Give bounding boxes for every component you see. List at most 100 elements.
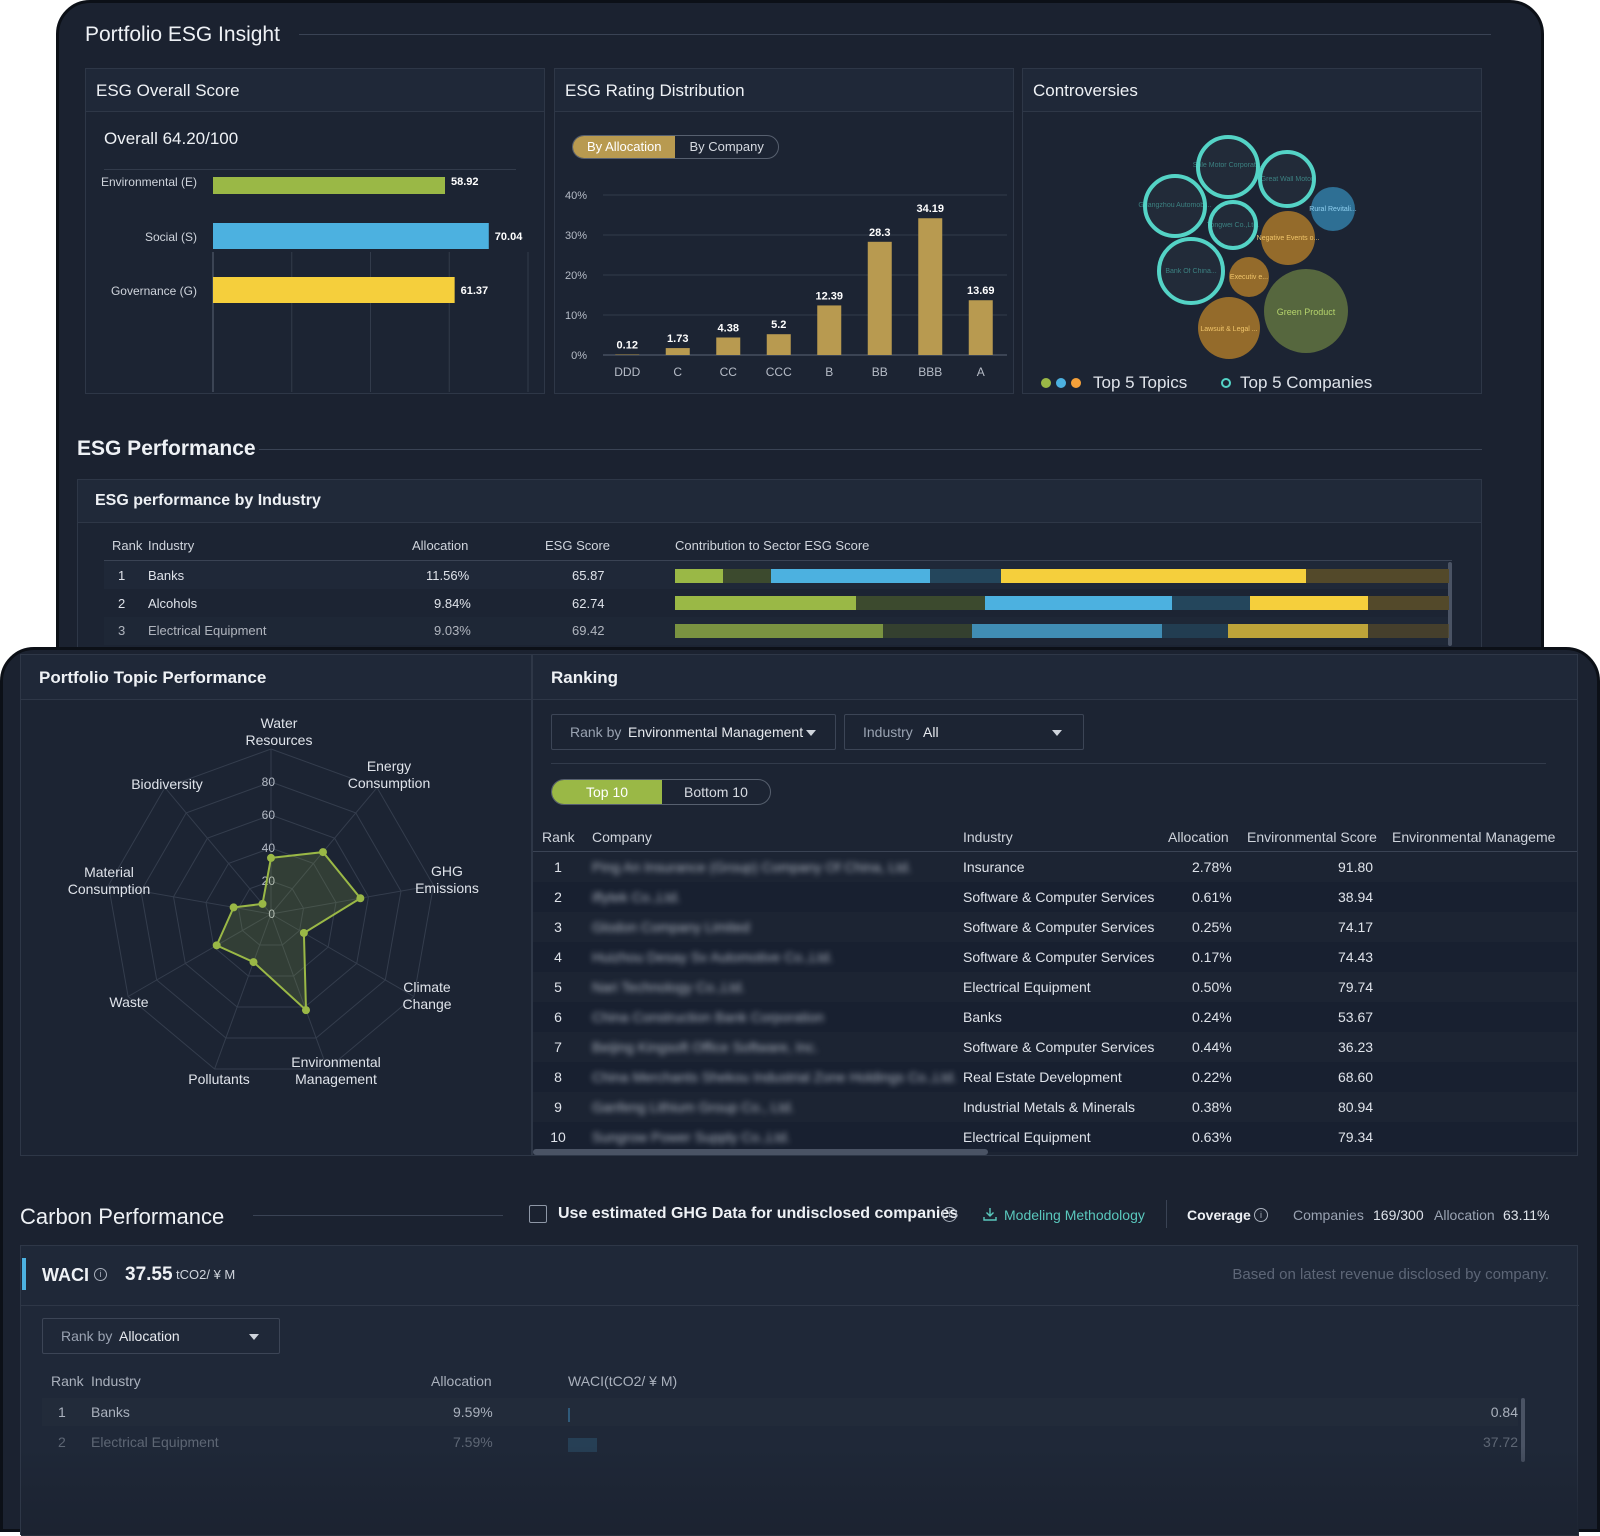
rank-by-select[interactable]: Rank by Environmental Management [551,714,836,750]
controversies-legend: Top 5 Topics Top 5 Companies [1041,373,1461,393]
bubble-company[interactable]: Bank Of China... [1159,239,1223,303]
modeling-methodology-link[interactable]: Modeling Methodology [1004,1207,1145,1223]
score-cell: 53.67 [1338,1009,1373,1025]
rating-bar[interactable] [767,334,791,355]
industry-select[interactable]: Industry All [844,714,1084,750]
radar-point[interactable] [302,1006,310,1014]
radar-point[interactable] [230,903,238,911]
svg-text:Lawsuit & Legal ...: Lawsuit & Legal ... [1200,326,1257,333]
topic-performance-panel: Portfolio Topic Performance 806040200Wat… [20,654,532,1156]
by-allocation-toggle[interactable]: By Allocation [573,136,675,158]
coverage-label: Coverage [1187,1207,1251,1223]
bubble-company[interactable]: Sale Motor Corporati... [1193,137,1263,197]
radar-point[interactable] [319,848,327,856]
rating-bar[interactable] [918,218,942,355]
by-company-toggle[interactable]: By Company [675,136,777,158]
controversies-bubble-chart: Sale Motor Corporati... Great Wall Motor… [1023,113,1483,363]
radar-point[interactable] [213,941,221,949]
bubble-topic[interactable]: Rural Revitali... [1309,187,1357,231]
radar-point[interactable] [250,958,258,966]
company-name: iflytek Co.,Ltd. [592,889,681,905]
score-cell: 79.74 [1338,979,1373,995]
rating-bar[interactable] [868,242,892,355]
controversies-title: Controversies [1033,81,1138,101]
radar-point[interactable] [300,929,308,937]
top-10-toggle[interactable]: Top 10 [552,780,662,804]
bubble-company[interactable]: Guangzhou Automobi... [1138,176,1211,236]
waci-note: Based on latest revenue disclosed by com… [1232,1266,1549,1283]
table-row[interactable]: 1 Banks 9.59% 0.84 [42,1398,1518,1426]
allocation-cell: 0.22% [1192,1069,1232,1085]
bubble-company[interactable]: Great Wall Motor [1260,152,1314,206]
chevron-down-icon [1052,730,1062,736]
info-icon[interactable]: i [942,1207,957,1222]
contribution-bar [675,596,1449,610]
rating-bar[interactable] [969,300,993,355]
x-tick-label: B [825,365,833,379]
x-tick-label: DDD [614,365,640,379]
allocation-cell: 0.61% [1192,889,1232,905]
waci-rank-by-select[interactable]: Rank by Allocation [42,1318,280,1354]
y-tick-label: 10% [565,310,587,322]
ranking-panel: Ranking Rank by Environmental Management… [532,654,1578,1156]
bubble-topic[interactable]: Executiv e... [1229,257,1269,297]
rating-bar[interactable] [716,337,740,355]
info-icon[interactable]: i [94,1268,107,1281]
contribution-bar [675,624,1449,638]
company-name: China Construction Bank Corporation [592,1009,824,1025]
svg-text:Great Wall Motor: Great Wall Motor [1261,176,1314,183]
bubble-topic[interactable]: Lawsuit & Legal ... [1198,297,1260,359]
radial-tick-label: 60 [262,808,276,822]
score-cell: 68.60 [1338,1069,1373,1085]
bubble-company[interactable]: Tongwei Co.,Ltd. [1207,202,1259,248]
bottom-10-toggle[interactable]: Bottom 10 [662,780,770,804]
table-row[interactable]: 2 Alcohols 9.84% 62.74 [104,589,1448,617]
ranking-rank: 6 [533,1009,583,1025]
industry-cell: Industrial Metals & Minerals [963,1099,1135,1115]
waci-value: 37.55 [125,1264,173,1286]
bubble-topic[interactable]: Green Product [1264,269,1348,353]
table-row[interactable]: 3 Electrical Equipment 9.03% 69.42 [104,617,1448,645]
title-divider [299,34,1491,35]
bubble-topic[interactable]: Negative Events o... [1257,211,1320,265]
table-row[interactable]: 1 Banks 11.56% 65.87 [104,561,1448,589]
chevron-down-icon [806,730,816,736]
svg-text:Tongwei Co.,Ltd.: Tongwei Co.,Ltd. [1207,222,1259,229]
svg-text:Sale Motor Corporati...: Sale Motor Corporati... [1193,162,1263,169]
svg-text:Green Product: Green Product [1277,307,1336,317]
download-icon[interactable] [983,1207,997,1221]
rating-bar[interactable] [817,305,841,355]
industry-cell: Software & Computer Services [963,919,1154,935]
y-tick-label: 20% [565,270,587,282]
info-icon[interactable]: i [1254,1208,1268,1222]
rating-bar[interactable] [666,348,690,355]
score-bar[interactable] [213,177,445,194]
rating-distribution-chart: 40%30%20%10%0%0.12DDD1.73C4.38CC5.2CCC12… [555,179,1015,389]
performance-table-header: Rank Industry Allocation ESG Score Contr… [104,538,1452,562]
radar-point[interactable] [267,854,275,862]
estimated-ghg-checkbox[interactable] [529,1205,547,1223]
score-bar[interactable] [213,223,489,249]
score-cell: 80.94 [1338,1099,1373,1115]
score-cell: 91.80 [1338,859,1373,875]
detail-window: Portfolio Topic Performance 806040200Wat… [0,647,1600,1532]
radar-point[interactable] [356,894,364,902]
data-label: 70.04 [495,231,523,243]
radar-point[interactable] [259,900,267,908]
overall-summary: Overall 64.20/100 [104,129,238,149]
overall-score-title: ESG Overall Score [96,81,240,101]
horizontal-scrollbar[interactable] [533,1149,988,1155]
score-bar[interactable] [213,277,455,303]
category-label: Social (S) [145,230,197,244]
